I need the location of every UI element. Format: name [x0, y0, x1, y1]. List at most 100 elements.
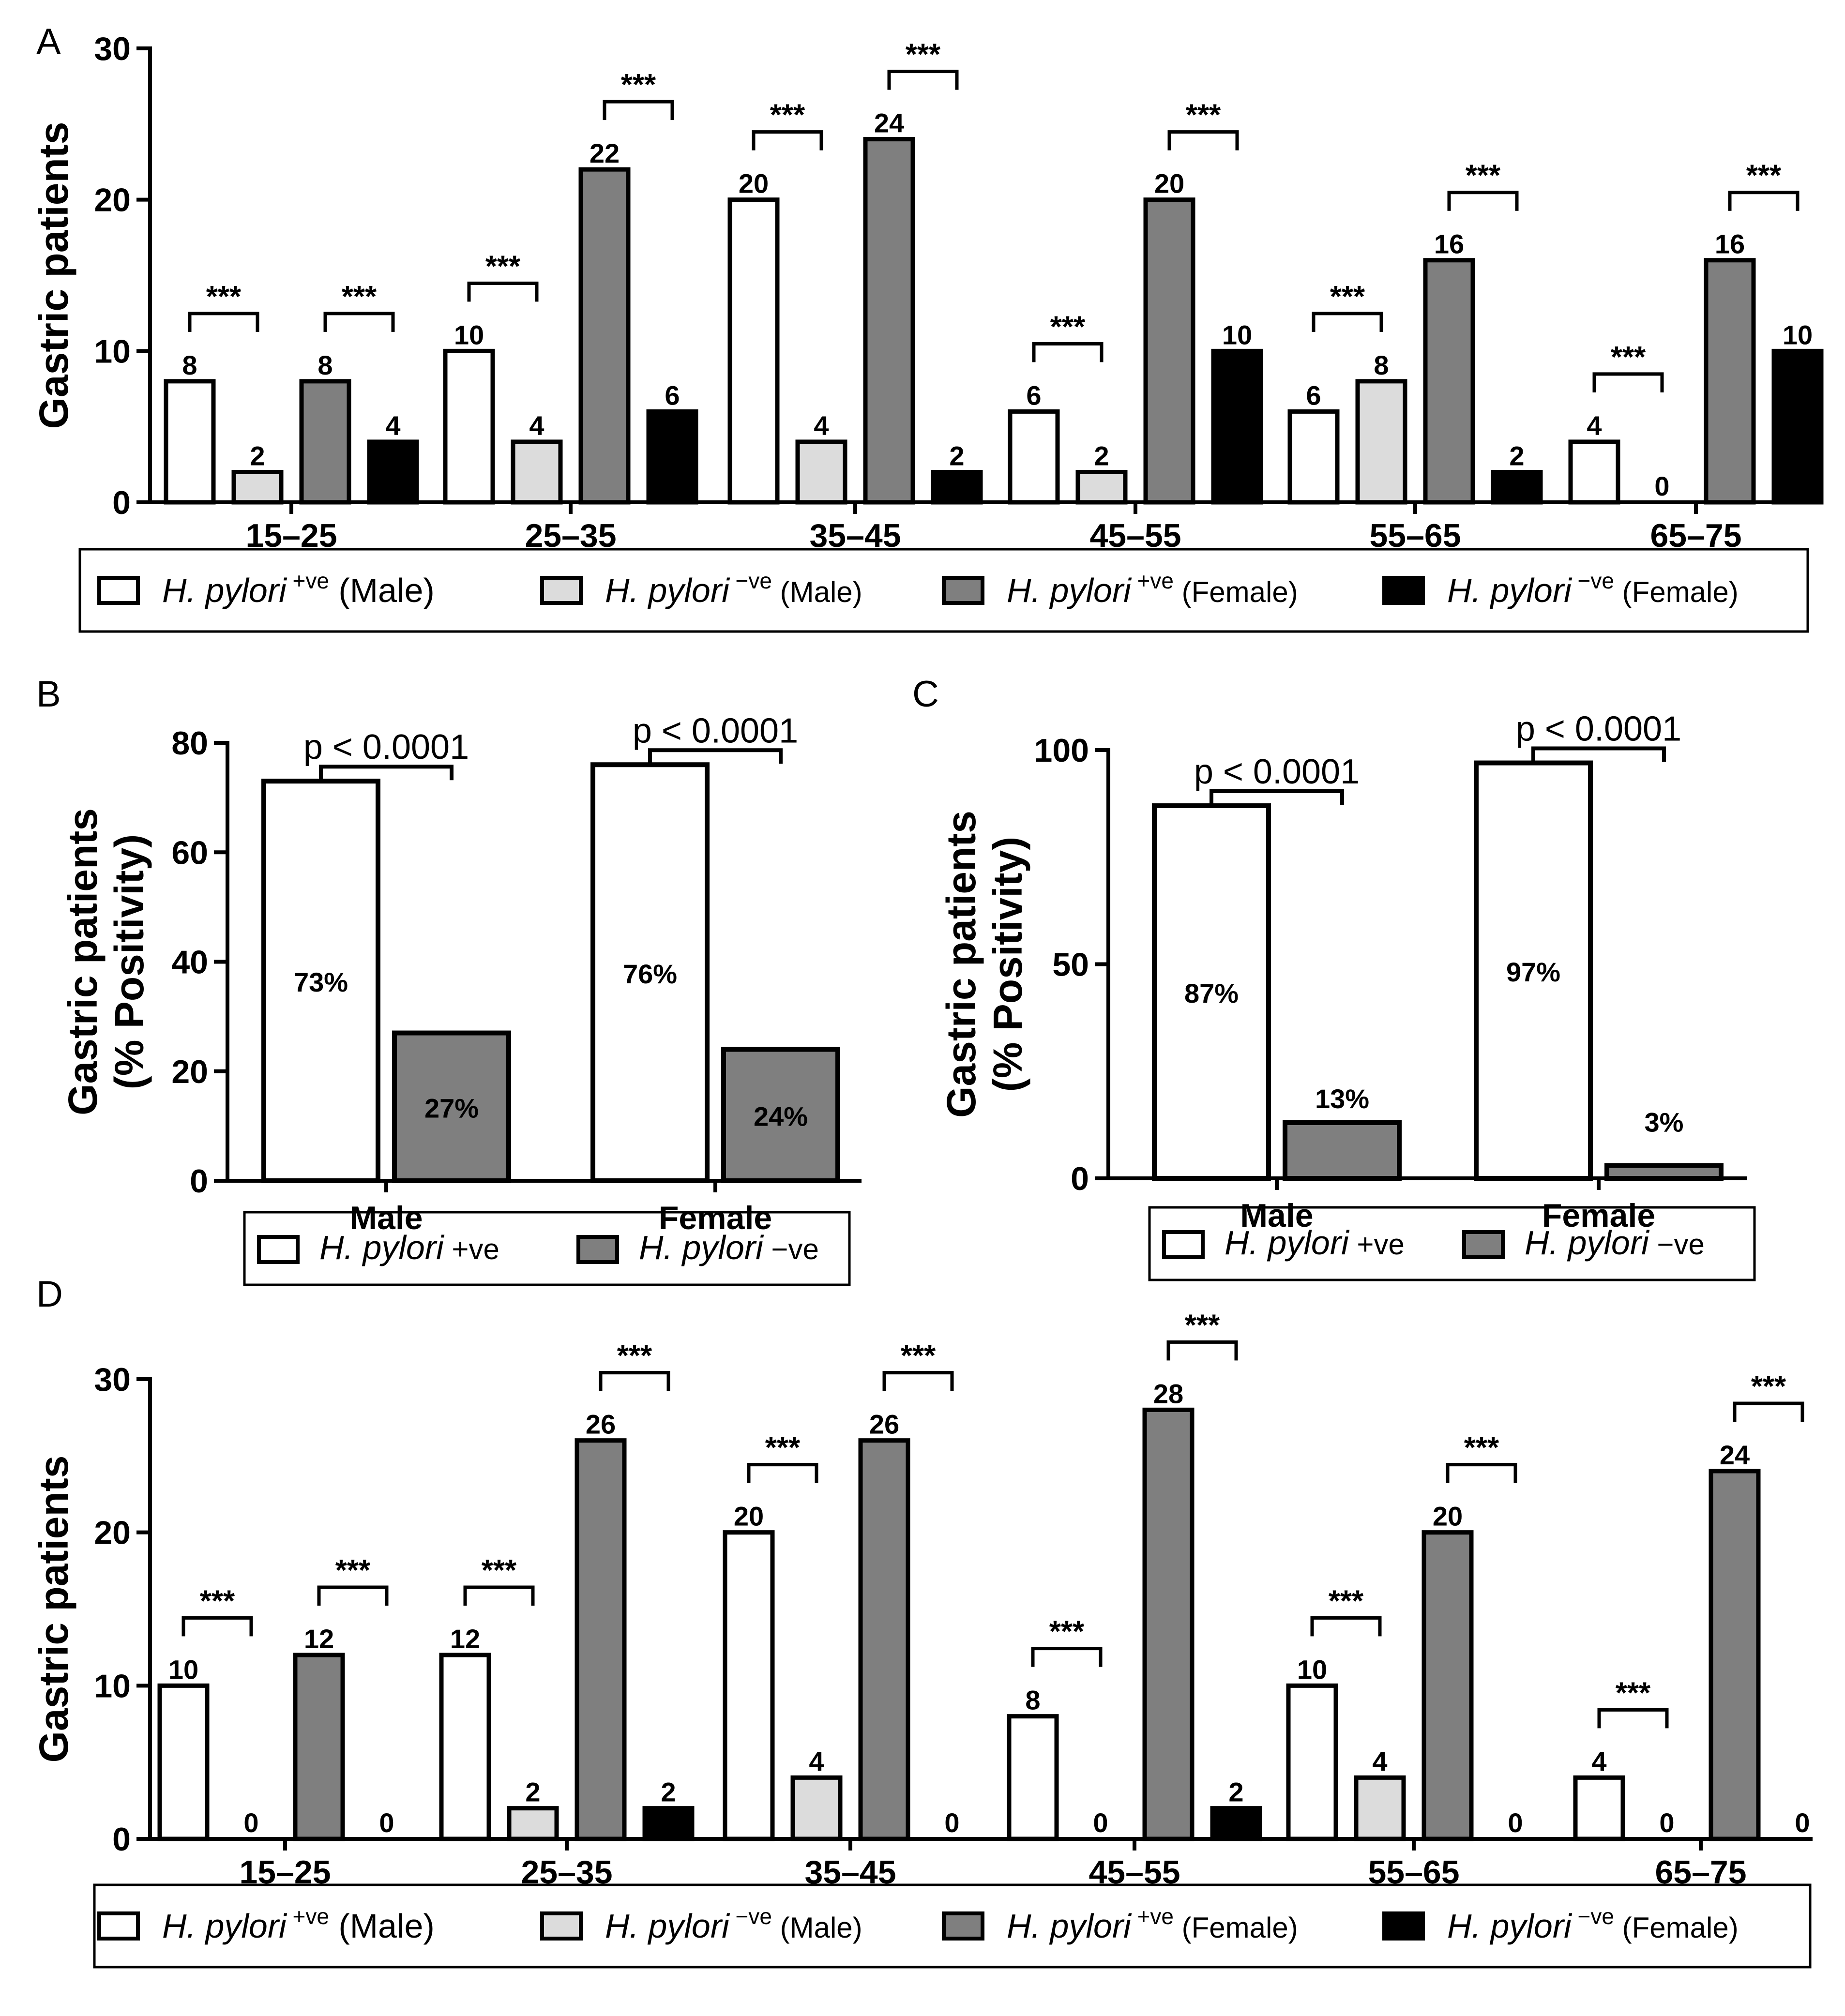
- bar: [1075, 469, 1128, 505]
- data-label: 2: [661, 1777, 676, 1807]
- legend-swatch: [540, 1911, 583, 1941]
- significance-bracket: [603, 100, 674, 120]
- data-label: 26: [586, 1409, 616, 1440]
- significance-bracket: [882, 1371, 954, 1391]
- data-label: 10: [168, 1654, 198, 1685]
- data-label: 20: [1154, 168, 1184, 199]
- legend-entry-0: H. pylori +ve: [319, 1229, 499, 1266]
- significance-bracket: [181, 1616, 253, 1637]
- legend-entry-1-part-1: −ve: [729, 1904, 772, 1929]
- y-tick-label: 20: [94, 1515, 131, 1551]
- panel-letter-d: D: [36, 1274, 63, 1315]
- significance-bracket: [188, 312, 259, 332]
- legend-swatch: [1382, 576, 1425, 605]
- legend-swatch: [576, 1235, 619, 1264]
- bar: [507, 1806, 559, 1841]
- y-tick-label: 100: [1034, 732, 1089, 769]
- significance-bracket: [1031, 1647, 1103, 1667]
- data-label: 4: [1372, 1746, 1387, 1776]
- bar: [723, 1530, 775, 1841]
- legend-entry-3-part-1: −ve: [1572, 1904, 1614, 1929]
- bar: [1286, 1683, 1338, 1841]
- data-label: 8: [1025, 1685, 1040, 1715]
- data-label: 2: [1094, 440, 1109, 471]
- legend-swatch: [257, 1235, 300, 1264]
- legend-entry-0-part-2: (Male): [329, 1907, 435, 1945]
- panel-letter-b: B: [36, 674, 61, 715]
- data-label: 8: [182, 350, 197, 380]
- bar: [1573, 1775, 1625, 1841]
- significance-label: ***: [1329, 1584, 1364, 1618]
- legend-entry-1-part-0: H. pylori: [639, 1229, 764, 1266]
- p-value-label: p < 0.0001: [1194, 752, 1360, 791]
- legend-box: [243, 1211, 851, 1286]
- data-label: 87%: [1184, 978, 1239, 1008]
- significance-bracket: [1310, 1616, 1382, 1637]
- bar: [1771, 348, 1824, 505]
- x-tick-label: 45–55: [1089, 517, 1181, 554]
- data-label: 12: [450, 1624, 480, 1654]
- significance-label: ***: [1616, 1676, 1651, 1710]
- y-tick-label: 60: [171, 834, 208, 871]
- bar: [392, 1030, 511, 1183]
- legend-entry-1-part-0: H. pylori: [605, 572, 730, 609]
- legend-entry-3-part-1: −ve: [1572, 568, 1614, 593]
- legend-swatch: [942, 576, 984, 605]
- data-label: 6: [1026, 380, 1041, 410]
- legend-entry-1-part-2: (Male): [772, 576, 862, 608]
- legend-box: [93, 1883, 1812, 1969]
- legend-box: [78, 548, 1809, 633]
- bar: [931, 469, 983, 505]
- data-label: 6: [1306, 380, 1321, 410]
- significance-bracket: [467, 281, 539, 302]
- significance-label: ***: [770, 99, 805, 132]
- legend-entry-1-part-1: −ve: [763, 1233, 819, 1265]
- data-label: 8: [1374, 350, 1389, 380]
- significance-label: ***: [200, 1584, 235, 1618]
- data-label: 4: [1591, 1746, 1606, 1776]
- panel-b: B 0 20 40 60 80 Gastric patients(% Positivity)…: [36, 674, 862, 1286]
- panel-letter-c: C: [912, 674, 939, 715]
- legend: H. pylori +ve H. pylori −ve: [243, 1211, 851, 1286]
- legend-entry-0: H. pylori +ve: [1225, 1224, 1405, 1262]
- x-tick-label: 25–35: [525, 517, 616, 554]
- data-label: 28: [1153, 1378, 1183, 1409]
- p-value-label: p < 0.0001: [1516, 710, 1681, 749]
- bar: [1354, 1775, 1406, 1841]
- y-axis-label-line: Gastric patients: [938, 811, 984, 1118]
- legend-entry-1-part-1: −ve: [1649, 1228, 1705, 1261]
- significance-bracket: [752, 130, 823, 150]
- legend-swatch: [540, 576, 583, 605]
- data-label: 97%: [1506, 957, 1560, 987]
- data-label: 26: [869, 1409, 899, 1440]
- legend-swatch: [1382, 1911, 1425, 1941]
- significance-bracket: [1032, 342, 1104, 362]
- data-label: 4: [814, 410, 829, 441]
- bar: [590, 762, 710, 1183]
- significance-label: ***: [335, 1554, 371, 1587]
- y-tick-label: 80: [171, 725, 208, 762]
- data-label: 0: [243, 1807, 258, 1838]
- data-label: 4: [385, 410, 400, 441]
- bar: [858, 1438, 910, 1841]
- bar: [164, 379, 216, 505]
- significance-bracket: [323, 312, 395, 332]
- significance-bracket: [1312, 312, 1383, 332]
- y-axis-label-line: (% Positivity): [106, 834, 152, 1089]
- bar: [299, 379, 351, 505]
- bar: [1709, 1469, 1761, 1841]
- legend-entry-3-part-0: H. pylori: [1447, 572, 1573, 609]
- bar: [863, 137, 915, 505]
- legend-entry-0-part-0: H. pylori: [319, 1229, 445, 1266]
- data-label: 2: [250, 440, 265, 471]
- data-label: 24: [874, 108, 904, 138]
- legend-box: [1148, 1206, 1756, 1281]
- data-label: 2: [1509, 440, 1524, 471]
- significance-label: ***: [906, 38, 941, 72]
- y-axis-label: Gastric patients(% Positivity): [938, 811, 1030, 1118]
- legend-entry-1: H. pylori −ve: [1525, 1224, 1705, 1262]
- bar: [367, 439, 419, 505]
- significance-bracket: [1166, 1340, 1238, 1361]
